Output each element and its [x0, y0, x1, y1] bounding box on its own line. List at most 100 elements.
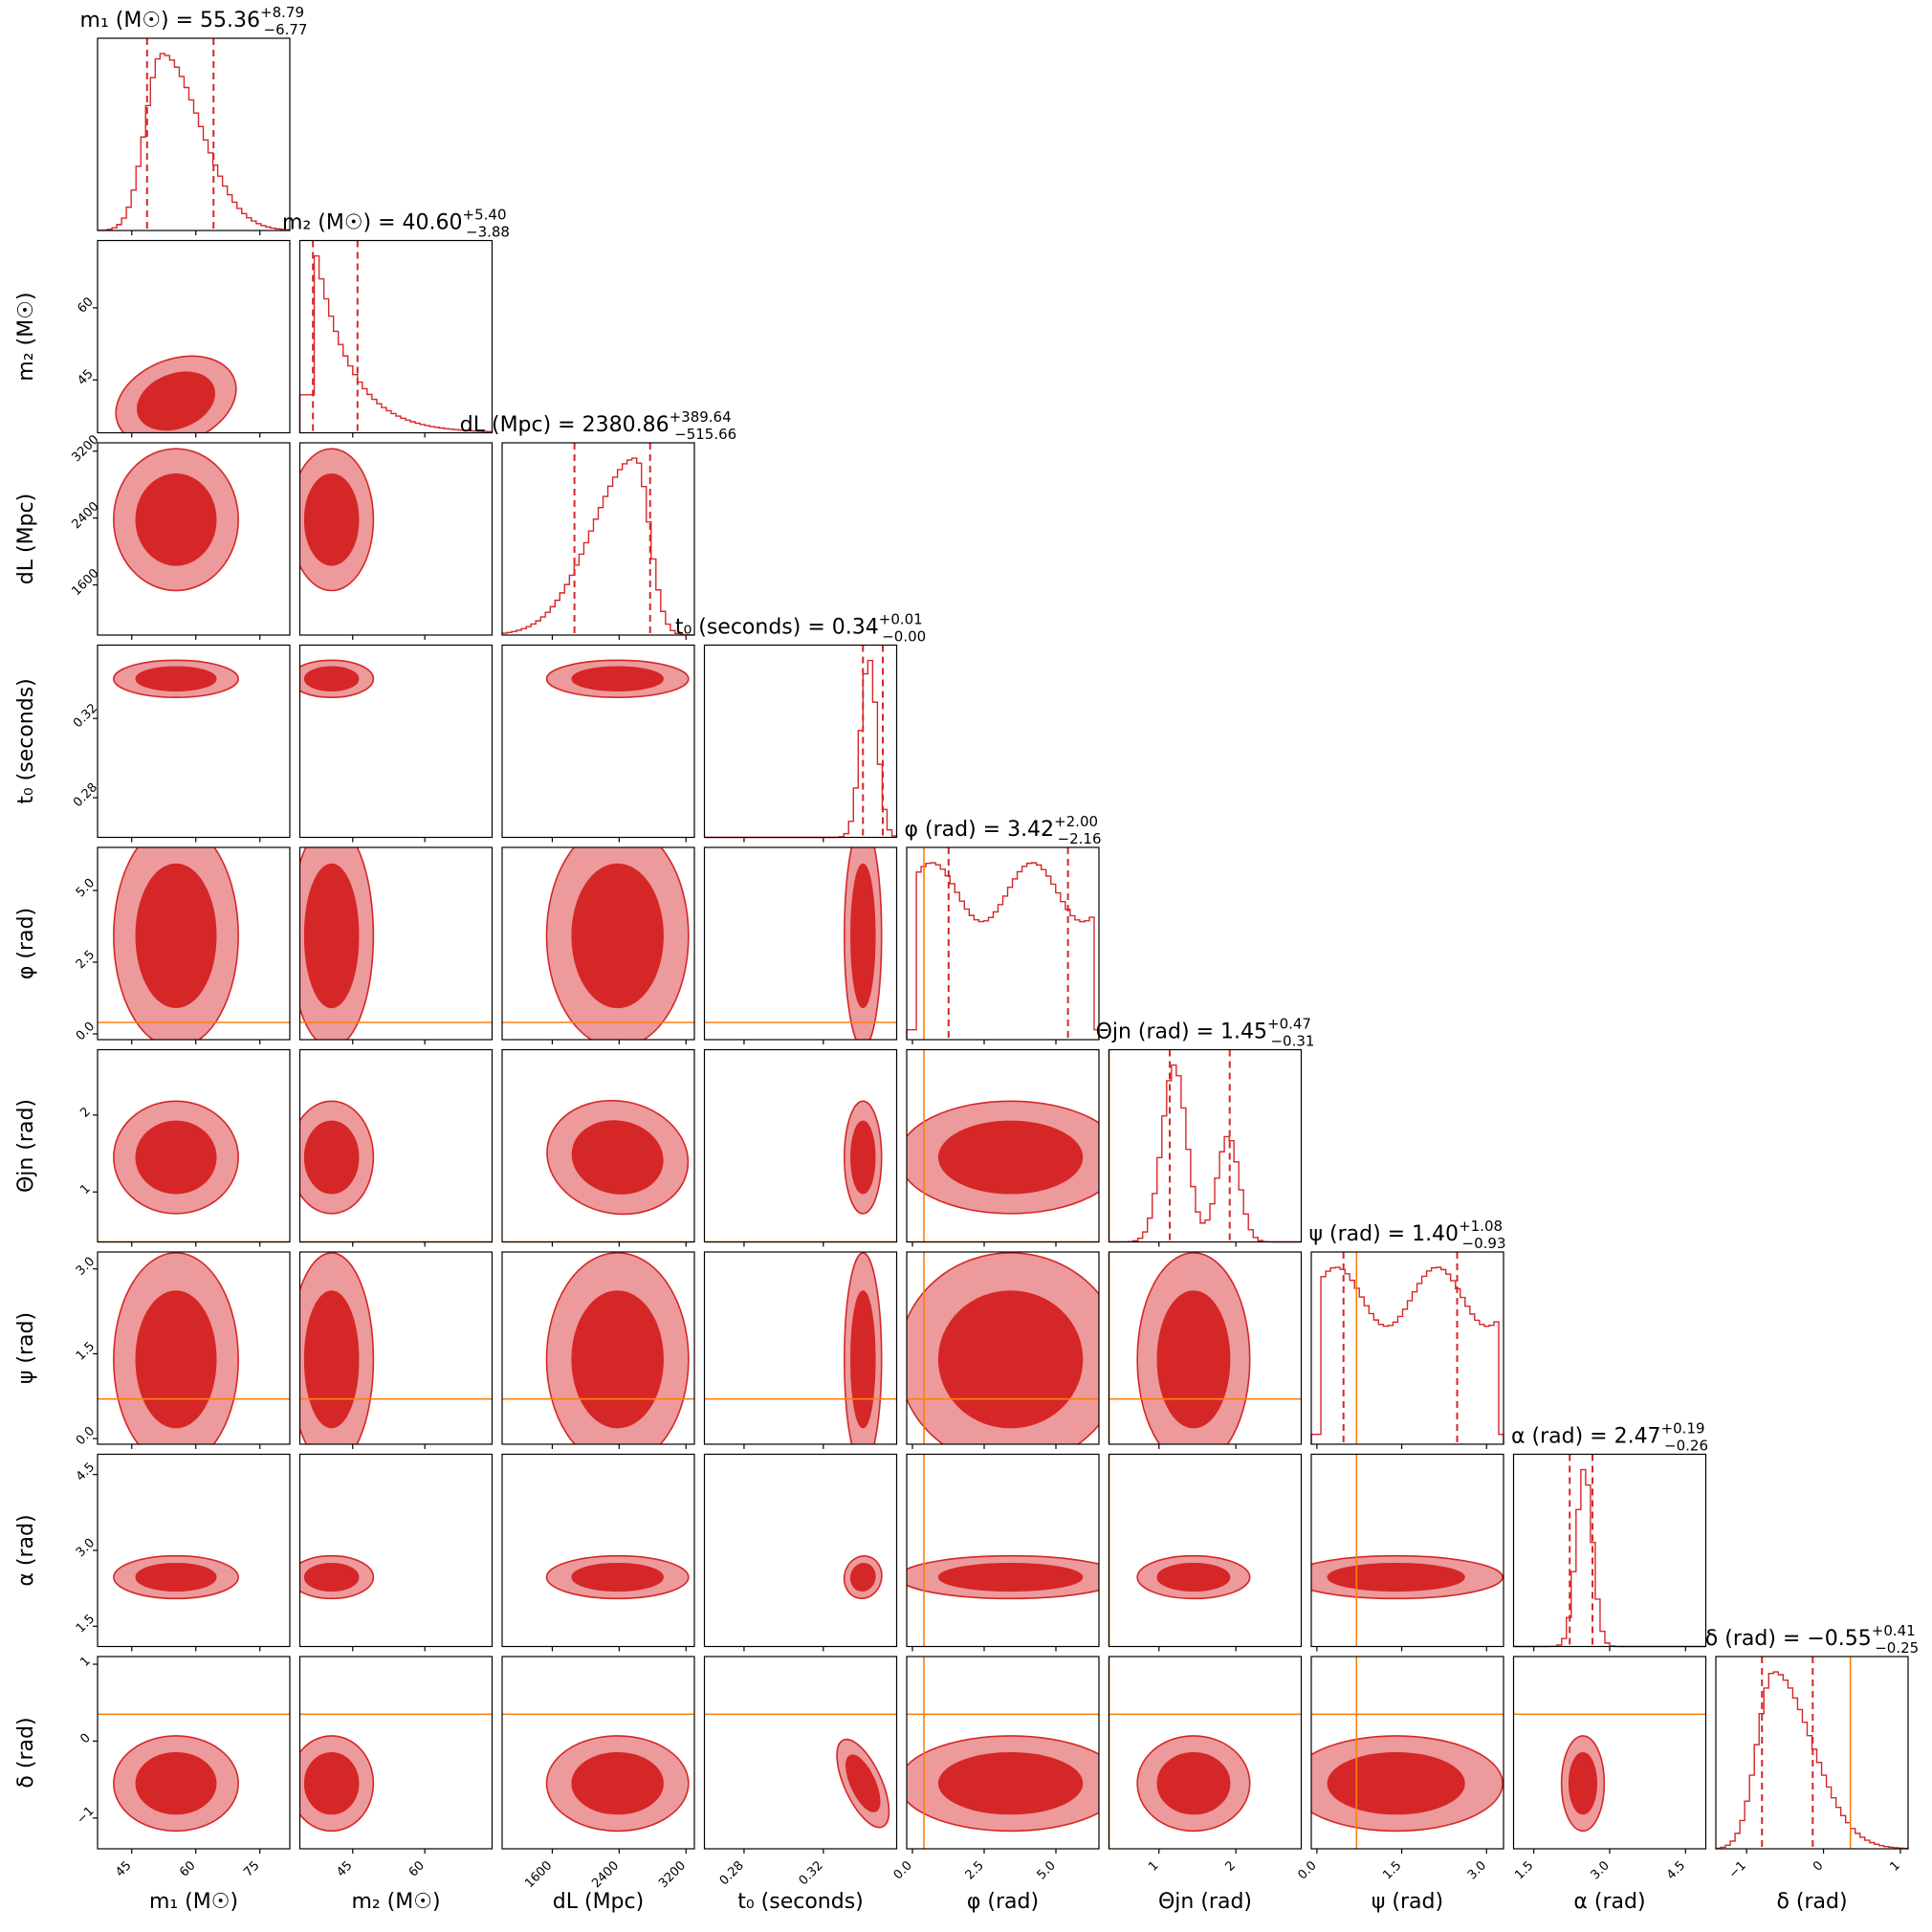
contour-inner [303, 1562, 360, 1592]
title-plus-phi: +2.00 [1054, 813, 1098, 830]
x-axis-label-t0: t₀ (seconds) [737, 1890, 864, 1914]
contour-inner [303, 1290, 360, 1429]
joint-panel-alpha-vs-theta_jn [1136, 1554, 1251, 1600]
panel-frame-6-2 [501, 1251, 695, 1445]
contour-inner [937, 1562, 1084, 1592]
joint-panel-phi-vs-t0 [844, 847, 883, 1040]
y-axis-label-delta: δ (rad) [14, 1717, 38, 1788]
contour-inner [303, 1120, 360, 1195]
x-tick-label-alpha: 4.5 [1664, 1858, 1688, 1882]
x-tick-label-m2: 60 [406, 1858, 428, 1879]
title-delta: δ (rad) = −0.55+0.41 −0.25 [1705, 1622, 1919, 1657]
y-tick-label-delta: −1 [74, 1804, 97, 1827]
y-tick-label-alpha: 3.0 [74, 1536, 98, 1560]
y-tick-label-alpha: 1.5 [74, 1612, 98, 1636]
contour-inner [850, 1120, 876, 1195]
contour-group [115, 355, 237, 433]
panel-frame-8-7 [1512, 1656, 1707, 1850]
joint-panel-alpha-vs-psi [1311, 1554, 1504, 1600]
panel-frame-5-3 [703, 1048, 898, 1243]
x-tick-label-psi: 0.0 [1296, 1858, 1320, 1882]
x-axis-label-m2: m₂ (M☉) [351, 1890, 440, 1914]
contour-group [907, 1554, 1099, 1600]
title-main-theta_jn: Θjn (rad) = 1.45 [1096, 1021, 1267, 1044]
contour-inner [135, 666, 217, 692]
contour-group [299, 448, 375, 592]
histogram-m1 [97, 38, 291, 231]
panel-frame-5-1 [298, 1048, 494, 1243]
joint-posterior-panels [113, 355, 1606, 1833]
y-tick-label-phi: 5.0 [74, 876, 98, 900]
histogram-step-t0 [704, 659, 898, 839]
contour-group [545, 847, 690, 1040]
contour-inner [1156, 1562, 1231, 1592]
title-plus-delta: +0.41 [1872, 1622, 1916, 1639]
histogram-psi [1310, 1252, 1504, 1444]
contour-group [1136, 1735, 1251, 1833]
title-main-m1: m₁ (M☉) = 55.36 [80, 9, 261, 33]
panel-frame-5-4 [906, 1048, 1100, 1243]
contour-inner [135, 1120, 217, 1195]
y-tick-label-delta: 0 [77, 1731, 93, 1746]
joint-panel-delta-vs-dL [545, 1735, 690, 1833]
y-axis-label-dL: dL (Mpc) [14, 494, 38, 584]
y-tick-label-psi: 1.5 [74, 1339, 98, 1363]
panel-frame-4-1 [298, 846, 494, 1041]
panel-frame-4-4 [906, 846, 1100, 1041]
contour-inner [571, 863, 664, 1009]
contour-inner [571, 666, 664, 692]
joint-panel-theta_jn-vs-m1 [113, 1100, 239, 1215]
histogram-dL [501, 443, 695, 636]
joint-panel-psi-vs-m1 [113, 1252, 239, 1444]
title-alpha: α (rad) = 2.47+0.19 −0.26 [1511, 1420, 1708, 1455]
histogram-step-m1 [97, 53, 291, 231]
title-plus-alpha: +0.19 [1661, 1420, 1705, 1438]
panel-frame-5-2 [501, 1048, 695, 1243]
title-plus-dL: +389.64 [670, 408, 732, 426]
y-tick-label-m2: 45 [75, 367, 96, 388]
panel-frame-8-6 [1310, 1656, 1504, 1850]
histogram-delta [1715, 1657, 1909, 1850]
joint-panel-t0-vs-m2 [299, 659, 375, 698]
histogram-step-theta_jn [1109, 1064, 1302, 1243]
joint-panel-m2-vs-m1 [115, 355, 237, 433]
x-tick-label-alpha: 3.0 [1589, 1858, 1613, 1882]
contour-inner [135, 1290, 217, 1429]
y-tick-label-m2: 60 [75, 295, 96, 316]
contour-inner [937, 1752, 1084, 1815]
contour-group [545, 1554, 690, 1600]
x-tick-label-t0: 0.28 [717, 1858, 747, 1888]
panel-frame-3-2 [501, 644, 695, 839]
title-plus-psi: +1.08 [1459, 1218, 1503, 1235]
axis-labels: m₁ (M☉) m₂ (M☉) dL (Mpc) t₀ (seconds) φ (rad… [14, 292, 1848, 1914]
title-theta_jn: Θjn (rad) = 1.45+0.47 −0.31 [1096, 1016, 1315, 1050]
contour-group [299, 1554, 375, 1600]
contour-group [113, 659, 239, 698]
contour-inner [849, 1563, 876, 1592]
contour-group [299, 659, 375, 698]
y-axis-label-theta_jn: Θjn (rad) [14, 1099, 38, 1193]
x-axis-label-alpha: α (rad) [1573, 1890, 1645, 1914]
x-tick-label-psi: 1.5 [1380, 1858, 1404, 1882]
panel-frame-3-0 [97, 644, 291, 839]
joint-panel-psi-vs-phi [907, 1252, 1099, 1444]
joint-panel-alpha-vs-phi [907, 1554, 1099, 1600]
panel-frame-7-5 [1108, 1453, 1303, 1648]
panel-frame-6-1 [298, 1251, 494, 1445]
panel-frame-5-5 [1108, 1048, 1303, 1243]
contour-group [545, 1252, 690, 1444]
histogram-t0 [704, 645, 898, 839]
contour-inner [1156, 1290, 1231, 1429]
contour-inner [850, 863, 876, 1009]
panel-frame-8-8 [1715, 1656, 1909, 1850]
joint-panel-t0-vs-m1 [113, 659, 239, 698]
y-tick-label-phi: 0.0 [74, 1020, 98, 1043]
title-minus-alpha: −0.26 [1664, 1438, 1708, 1455]
y-axis-label-t0: t₀ (seconds) [14, 678, 38, 804]
x-tick-label-dL: 2400 [589, 1858, 622, 1891]
panel-frame-8-4 [906, 1656, 1100, 1850]
contour-group [113, 1554, 239, 1600]
title-main-phi: φ (rad) = 3.42 [904, 818, 1054, 842]
joint-panel-alpha-vs-m2 [299, 1554, 375, 1600]
y-tick-label-theta_jn: 2 [77, 1105, 93, 1120]
